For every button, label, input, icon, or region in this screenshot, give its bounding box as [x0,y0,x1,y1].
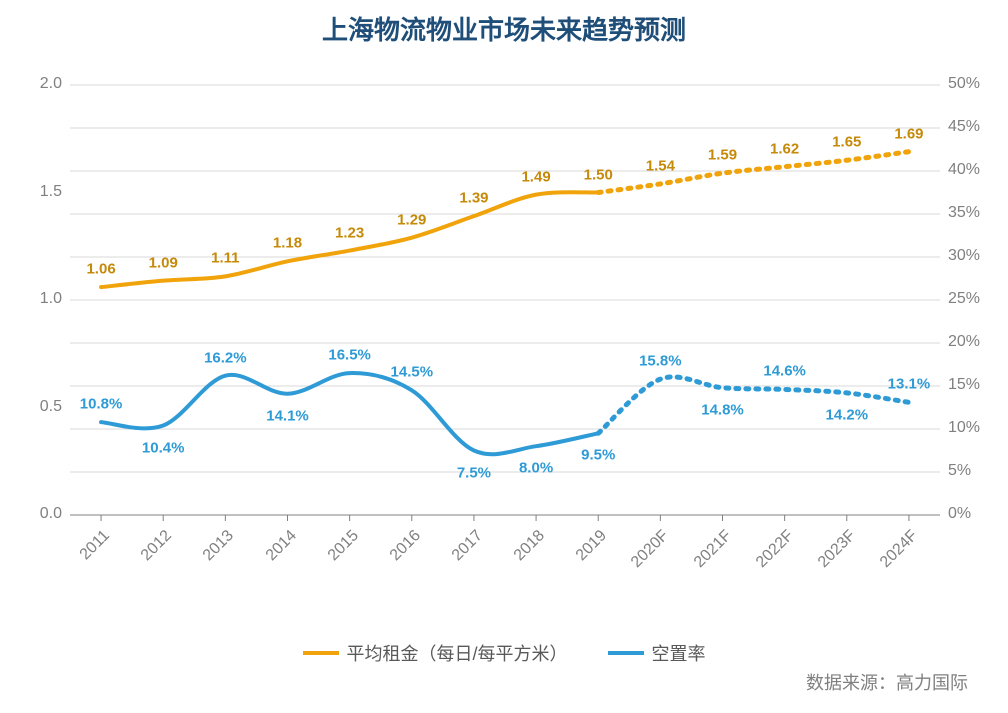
chart-title: 上海物流物业市场未来趋势预测 [0,10,1008,47]
y-left-tick: 0.5 [40,398,62,416]
x-tick: 2023F [815,527,860,572]
y-right-tick: 40% [948,161,980,179]
y-right-tick: 45% [948,118,980,136]
data-label: 1.06 [86,261,115,278]
data-label: 8.0% [519,460,553,477]
y-right-tick: 10% [948,419,980,437]
data-label: 10.4% [142,439,185,456]
data-label: 13.1% [888,376,931,393]
y-right-tick: 50% [948,75,980,93]
plot-svg [70,85,940,515]
data-label: 1.69 [894,125,923,142]
x-tick: 2013 [200,527,238,565]
chart-container: 上海物流物业市场未来趋势预测 平均租金（每日/每平方米） 空置率 数据来源：高力… [0,0,1008,713]
y-right-tick: 25% [948,290,980,308]
y-right-tick: 30% [948,247,980,265]
data-label: 14.1% [266,407,309,424]
x-tick: 2021F [690,527,735,572]
y-left-tick: 1.5 [40,183,62,201]
data-label: 1.18 [273,235,302,252]
legend-item-vacancy: 空置率 [608,640,706,666]
x-tick: 2012 [138,527,176,565]
y-left-tick: 1.0 [40,290,62,308]
data-label: 16.2% [204,349,247,366]
x-tick: 2022F [753,527,798,572]
legend-item-rent: 平均租金（每日/每平方米） [303,640,568,666]
x-tick: 2017 [449,527,487,565]
y-right-tick: 5% [948,462,971,480]
x-tick: 2015 [324,527,362,565]
x-tick: 2018 [511,527,549,565]
x-tick: 2011 [77,527,114,564]
y-left-tick: 2.0 [40,75,62,93]
legend-swatch-rent [303,651,339,655]
data-label: 9.5% [581,447,615,464]
x-tick: 2016 [387,527,425,565]
x-tick: 2024F [877,527,922,572]
x-tick: 2020F [628,527,673,572]
legend-swatch-vacancy [608,651,644,655]
data-label: 14.2% [826,406,869,423]
data-label: 1.23 [335,224,364,241]
data-label: 1.59 [708,147,737,164]
data-label: 1.50 [584,166,613,183]
x-tick: 2019 [573,527,611,565]
y-right-tick: 35% [948,204,980,222]
data-label: 1.62 [770,140,799,157]
y-right-tick: 15% [948,376,980,394]
data-label: 14.5% [391,364,434,381]
data-label: 1.65 [832,134,861,151]
data-label: 1.09 [149,254,178,271]
data-label: 1.54 [646,157,675,174]
data-label: 15.8% [639,353,682,370]
x-tick: 2014 [262,527,300,565]
y-right-tick: 20% [948,333,980,351]
y-right-tick: 0% [948,505,971,523]
data-label: 1.49 [521,168,550,185]
y-left-tick: 0.0 [40,505,62,523]
legend-label-vacancy: 空置率 [652,640,706,666]
data-label: 14.6% [763,363,806,380]
data-label: 14.8% [701,401,744,418]
data-label: 1.11 [211,250,239,267]
legend-label-rent: 平均租金（每日/每平方米） [347,640,568,666]
legend: 平均租金（每日/每平方米） 空置率 [0,640,1008,666]
data-label: 1.39 [459,190,488,207]
plot-area [70,85,940,515]
data-label: 16.5% [328,347,371,364]
data-source: 数据来源：高力国际 [806,669,968,695]
data-label: 10.8% [80,396,123,413]
data-label: 7.5% [457,464,491,481]
data-label: 1.29 [397,211,426,228]
